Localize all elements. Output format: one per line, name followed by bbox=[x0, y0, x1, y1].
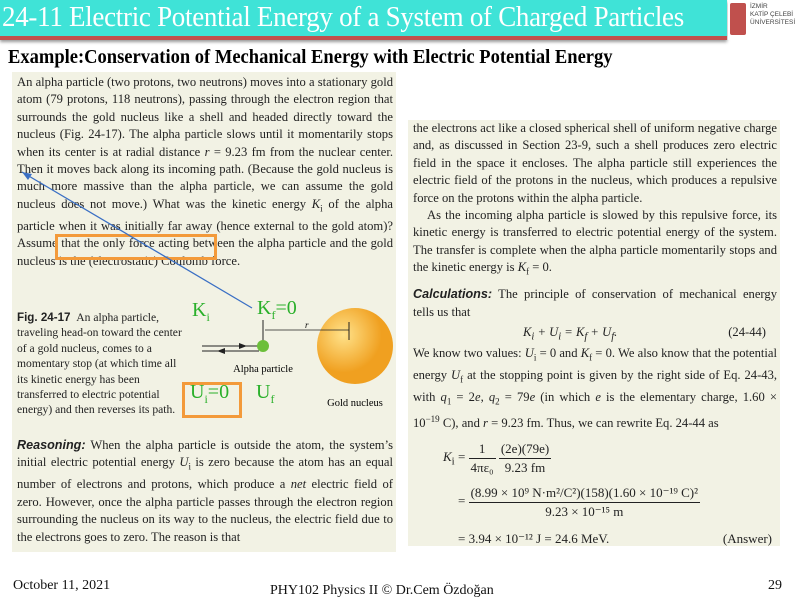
text-run: r bbox=[204, 144, 210, 159]
footer-course: PHY102 Physics II © Dr.Cem Özdoğan bbox=[270, 583, 494, 598]
arrow-right-icon bbox=[239, 343, 247, 349]
text-run: 1 bbox=[446, 396, 452, 407]
text-run: When the alpha particle is outside the a… bbox=[17, 438, 393, 470]
text-run: is zero because the atom has an equal nu… bbox=[17, 455, 393, 492]
energy-transfer-paragraph: As the incoming alpha particle is slowed… bbox=[408, 207, 780, 281]
text-run: q bbox=[440, 389, 447, 404]
text-run: U bbox=[179, 455, 189, 470]
text-run: U bbox=[524, 345, 534, 360]
right-text-panel: the electrons act like a closed spherica… bbox=[408, 120, 780, 546]
ki-annotation: Ki bbox=[192, 299, 210, 324]
text-run: = 2 bbox=[451, 389, 475, 404]
alpha-particle bbox=[257, 340, 269, 352]
text-run: electric field of zero. However, once th… bbox=[17, 477, 393, 544]
text-run: K bbox=[517, 260, 527, 275]
text-run: (in which bbox=[535, 389, 596, 404]
calc-line-3: = 3.94 × 10⁻¹² J = 24.6 MeV. bbox=[458, 531, 610, 547]
slide-number: 29 bbox=[768, 578, 782, 593]
text-run: 2 bbox=[495, 396, 500, 407]
figure-caption-text: An alpha particle, traveling head-on tow… bbox=[17, 311, 182, 417]
text-run: i bbox=[188, 461, 191, 472]
text-run: e bbox=[529, 389, 536, 404]
text-run: U bbox=[451, 367, 461, 382]
text-run: at the stopping point is given by the ri… bbox=[413, 367, 778, 404]
text-run: r bbox=[483, 415, 488, 430]
shell-paragraph: the electrons act like a closed spherica… bbox=[408, 120, 780, 207]
annotation-arrow bbox=[21, 171, 253, 309]
logo-text: KATİP ÇELEBİ bbox=[750, 11, 794, 18]
calc-line-1: Ki = 1 4πε₀ (2e)(79e) 9.23 fm bbox=[443, 441, 552, 475]
text-run: i bbox=[320, 203, 323, 214]
slide-title: 24-11 Electric Potential Energy of a Sys… bbox=[2, 1, 684, 33]
alpha-gold-diagram: r Alpha particle Gold nucleus bbox=[202, 308, 393, 409]
text-run: i bbox=[533, 352, 537, 363]
ui-annotation: Ui=0 bbox=[190, 381, 230, 406]
university-logo: İZMİR KATİP ÇELEBİ ÜNİVERSİTESİ bbox=[728, 0, 800, 40]
text-run: K bbox=[311, 196, 321, 211]
section-label: Calculations: bbox=[413, 287, 493, 302]
footer-date: October 11, 2021 bbox=[13, 578, 111, 593]
ui-highlight-box bbox=[182, 382, 242, 418]
uf-annotation: Uf bbox=[256, 381, 275, 406]
text-run: e bbox=[595, 389, 601, 404]
section-label: Reasoning: bbox=[17, 438, 86, 452]
logo-text: İZMİR bbox=[750, 3, 768, 10]
text-run: = 79 bbox=[499, 389, 530, 404]
text-run: net bbox=[290, 477, 307, 492]
text-run: C), and bbox=[439, 415, 484, 430]
kf-annotation: Kf=0 bbox=[257, 297, 297, 322]
known-values-paragraph: We know two values: Ui = 0 and Kf = 0. W… bbox=[408, 345, 780, 432]
text-run: As the incoming alpha particle is slowed… bbox=[413, 208, 777, 275]
text-run: −19 bbox=[425, 413, 440, 424]
text-run: f bbox=[589, 352, 593, 363]
text-run: is the elementary charge, 1.60 × 10 bbox=[413, 389, 778, 430]
text-run: q bbox=[488, 389, 496, 404]
text-run: = 0. We also know that the potential ene… bbox=[413, 345, 777, 382]
gold-nucleus bbox=[317, 308, 393, 384]
equation-text: Ki + Ui = Kf + Uf. bbox=[523, 324, 618, 343]
text-run: = 0. bbox=[529, 260, 552, 275]
logo-mark-icon bbox=[730, 3, 746, 35]
example-heading: Example:Conservation of Mechanical Energ… bbox=[8, 47, 613, 68]
text-run: = 9.23 fm from the nuclear center. Then … bbox=[17, 144, 393, 211]
r-label: r bbox=[305, 320, 309, 330]
text-run: = 9.23 fm. Thus, we can rewrite Eq. 24-4… bbox=[487, 415, 719, 430]
far-away-highlight-box bbox=[55, 234, 217, 260]
equation-24-44: Ki + Ui = Kf + Uf. (24-44) bbox=[408, 321, 780, 345]
logo-text: ÜNİVERSİTESİ bbox=[750, 19, 796, 26]
text-run: An alpha particle (two protons, two neut… bbox=[17, 75, 393, 159]
figure-label: Fig. 24-17 bbox=[17, 311, 71, 324]
gold-label: Gold nucleus bbox=[327, 398, 383, 409]
left-text-panel: An alpha particle (two protons, two neut… bbox=[12, 72, 396, 552]
text-run: The principle of conservation of mechani… bbox=[413, 287, 777, 319]
reasoning-paragraph: Reasoning: When the alpha particle is ou… bbox=[12, 437, 396, 546]
answer-label: (Answer) bbox=[722, 531, 772, 547]
equation-number: (24-44) bbox=[728, 324, 766, 339]
text-run: f bbox=[526, 266, 530, 277]
text-run: We know two values: bbox=[413, 345, 525, 360]
alpha-label: Alpha particle bbox=[233, 364, 293, 375]
title-bar: 24-11 Electric Potential Energy of a Sys… bbox=[0, 0, 727, 40]
calculations-paragraph: Calculations: The principle of conservat… bbox=[408, 286, 780, 321]
text-run: = 0 and bbox=[536, 345, 581, 360]
text-run: e bbox=[474, 389, 481, 404]
arrow-left-icon bbox=[217, 348, 225, 354]
calculation-block: Ki = 1 4πε₀ (2e)(79e) 9.23 fm = (8.99 × 10… bbox=[408, 432, 780, 572]
text-run: K bbox=[580, 345, 590, 360]
text-run: the electrons act like a closed spherica… bbox=[413, 121, 777, 205]
figure-caption: Fig. 24-17 An alpha particle, traveling … bbox=[17, 310, 187, 418]
text-run: f bbox=[460, 374, 464, 385]
text-run: , bbox=[480, 389, 489, 404]
calc-line-2: = (8.99 × 10⁹ N·m²/C²)(158)(1.60 × 10⁻¹⁹… bbox=[458, 485, 701, 519]
